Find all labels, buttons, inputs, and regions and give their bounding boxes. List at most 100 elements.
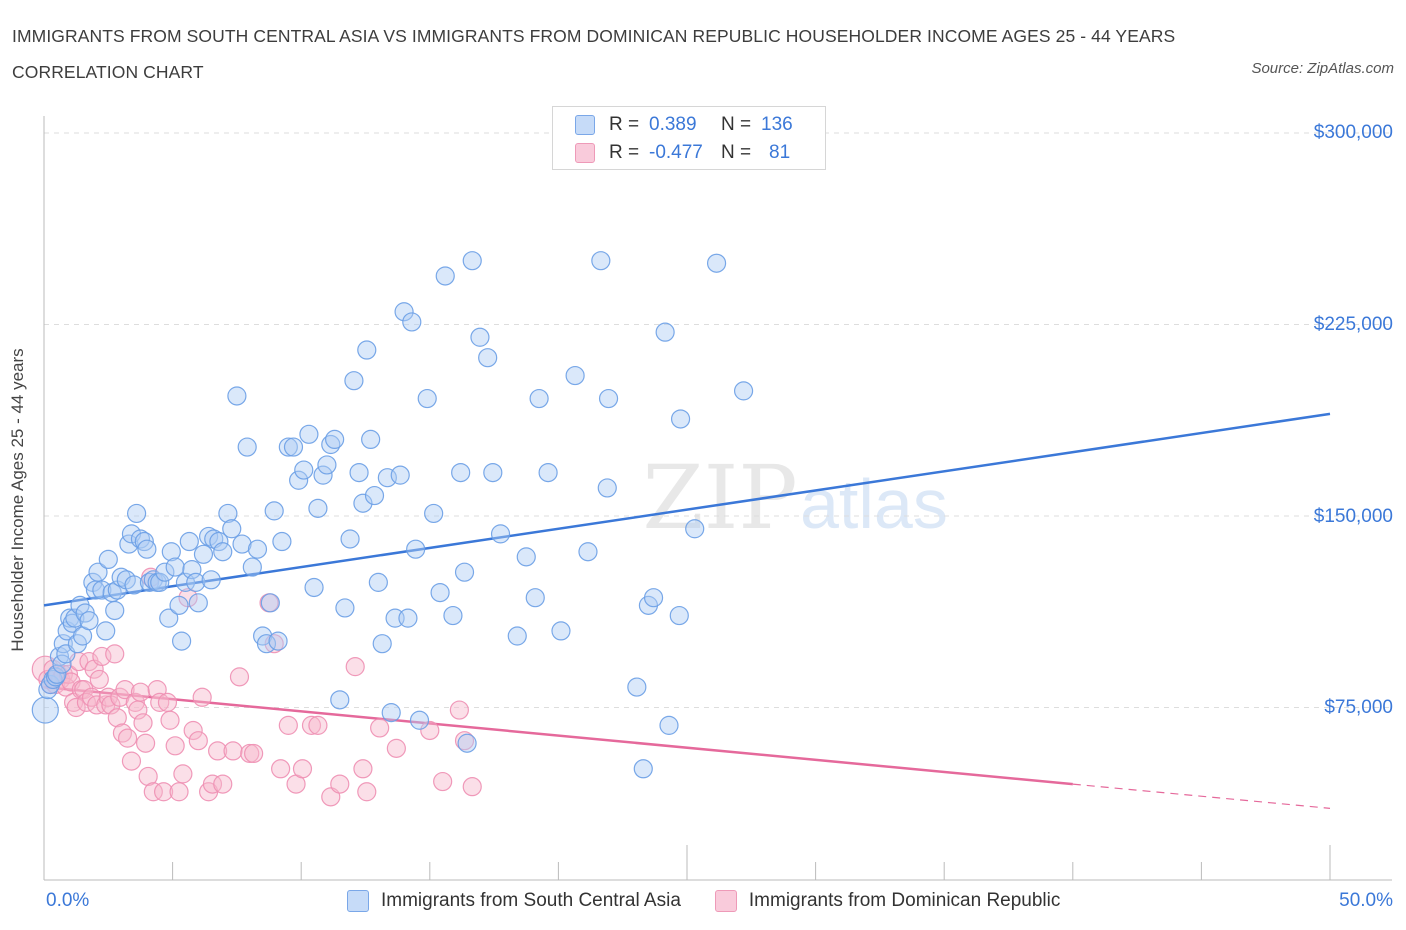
data-point-south-central-asia — [31, 696, 59, 724]
legend-r-value: -0.477 — [649, 142, 703, 163]
data-point-south-central-asia — [124, 575, 144, 595]
trend-line-extension — [1072, 783, 1331, 809]
data-point-dominican-republic — [278, 715, 298, 735]
data-point-dominican-republic — [345, 657, 365, 677]
data-point-south-central-asia — [525, 588, 545, 608]
legend-n-value: 81 — [769, 142, 791, 163]
data-point-south-central-asia — [330, 690, 350, 710]
data-point-south-central-asia — [65, 608, 85, 628]
data-point-south-central-asia — [538, 462, 558, 483]
data-point-south-central-asia — [462, 251, 482, 271]
data-point-south-central-asia — [372, 634, 392, 654]
data-point-dominican-republic — [121, 751, 142, 771]
data-point-dominican-republic — [271, 759, 291, 779]
data-point-south-central-asia — [409, 710, 430, 730]
data-point-south-central-asia — [470, 327, 490, 347]
data-point-south-central-asia — [390, 465, 410, 485]
data-point-dominican-republic — [188, 731, 208, 751]
data-point-dominican-republic — [165, 736, 185, 756]
data-point-south-central-asia — [186, 572, 206, 592]
data-point-south-central-asia — [451, 462, 471, 483]
data-point-south-central-asia — [516, 547, 536, 567]
data-point-dominican-republic — [150, 692, 170, 712]
trend-line-south-central-asia — [43, 412, 1331, 607]
data-point-south-central-asia — [237, 437, 257, 457]
data-point-dominican-republic — [330, 774, 350, 794]
chart-source: Source: ZipAtlas.com — [1251, 60, 1394, 77]
data-point-south-central-asia — [670, 409, 691, 429]
data-point-south-central-asia — [294, 460, 314, 480]
data-point-dominican-republic — [183, 720, 203, 741]
data-point-south-central-asia — [289, 470, 309, 490]
data-point-south-central-asia — [52, 654, 72, 674]
legend-r-label: R = — [609, 142, 640, 163]
data-point-south-central-asia — [182, 560, 202, 580]
y-tick-label: $150,000 — [1313, 506, 1393, 527]
legend-r-label: R = — [609, 114, 640, 135]
data-point-south-central-asia — [443, 605, 463, 626]
data-point-dominican-republic — [292, 759, 313, 779]
data-point-south-central-asia — [299, 424, 319, 444]
data-point-south-central-asia — [105, 600, 125, 621]
series-legend-item-blue: Immigrants from South Central Asia — [347, 890, 681, 912]
data-point-south-central-asia — [402, 312, 422, 332]
data-point-dominican-republic — [130, 682, 151, 702]
data-point-south-central-asia — [643, 588, 664, 608]
data-point-south-central-asia — [364, 485, 385, 506]
data-point-south-central-asia — [627, 677, 647, 697]
chart-title: IMMIGRANTS FROM SOUTH CENTRAL ASIA VS IM… — [12, 26, 1176, 82]
data-point-south-central-asia — [357, 340, 377, 360]
data-point-south-central-asia — [349, 462, 369, 483]
data-point-south-central-asia — [227, 386, 247, 406]
data-point-south-central-asia — [659, 715, 679, 735]
data-point-dominican-republic — [301, 715, 322, 735]
data-point-south-central-asia — [685, 519, 705, 539]
data-point-dominican-republic — [213, 774, 233, 794]
data-point-south-central-asia — [88, 562, 108, 582]
data-point-south-central-asia — [283, 437, 304, 457]
data-point-south-central-asia — [172, 631, 192, 651]
x-tick-label-min: 0.0% — [46, 890, 90, 911]
data-point-south-central-asia — [430, 582, 450, 603]
data-point-south-central-asia — [201, 570, 221, 590]
data-point-dominican-republic — [370, 718, 390, 738]
data-point-south-central-asia — [313, 465, 333, 485]
data-point-dominican-republic — [308, 715, 328, 735]
data-point-south-central-asia — [353, 493, 373, 513]
data-point-south-central-asia — [188, 593, 208, 613]
series-legend-label: Immigrants from Dominican Republic — [748, 890, 1061, 911]
data-point-south-central-asia — [159, 608, 179, 628]
data-point-south-central-asia — [264, 501, 284, 521]
watermark: atlas — [800, 465, 948, 543]
data-point-south-central-asia — [218, 503, 238, 524]
data-point-south-central-asia — [381, 703, 401, 723]
data-point-dominican-republic — [462, 777, 482, 797]
data-point-south-central-asia — [633, 759, 653, 779]
data-point-south-central-asia — [150, 572, 170, 592]
data-point-south-central-asia — [321, 434, 341, 455]
y-tick-label: $75,000 — [1324, 697, 1393, 718]
data-point-dominican-republic — [66, 697, 86, 718]
correlation-legend: R = 0.389 N = 136 R = -0.477 N = 81 — [552, 106, 826, 170]
data-point-south-central-asia — [268, 631, 288, 651]
data-point-south-central-asia — [199, 526, 219, 547]
data-point-south-central-asia — [361, 429, 381, 449]
legend-row-dominican-republic: R = -0.477 N = 81 — [575, 140, 790, 166]
data-point-south-central-asia — [398, 608, 418, 628]
data-point-south-central-asia — [406, 539, 426, 559]
data-point-south-central-asia — [242, 557, 262, 577]
data-point-south-central-asia — [247, 539, 268, 559]
data-point-south-central-asia — [435, 266, 455, 286]
data-point-dominican-republic — [244, 743, 264, 764]
data-point-south-central-asia — [578, 542, 598, 562]
y-tick-label: $225,000 — [1313, 314, 1393, 335]
data-point-dominican-republic — [160, 710, 180, 730]
data-point-south-central-asia — [209, 531, 229, 552]
data-point-dominican-republic — [357, 782, 377, 802]
legend-swatch-blue — [575, 115, 595, 135]
data-point-south-central-asia — [161, 542, 181, 562]
trend-line-dominican-republic — [43, 685, 1073, 786]
data-point-dominican-republic — [386, 738, 406, 758]
data-point-dominican-republic — [454, 731, 475, 751]
data-point-south-central-asia — [490, 524, 511, 544]
